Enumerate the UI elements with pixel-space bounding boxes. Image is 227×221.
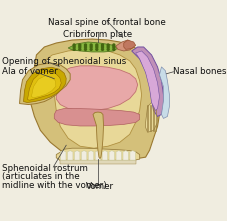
- Polygon shape: [115, 40, 133, 51]
- Polygon shape: [74, 151, 79, 160]
- Circle shape: [112, 46, 114, 48]
- Polygon shape: [30, 39, 159, 160]
- Circle shape: [101, 44, 103, 46]
- Polygon shape: [81, 151, 86, 160]
- Polygon shape: [116, 151, 121, 160]
- Text: (articulates in the: (articulates in the: [2, 173, 79, 181]
- Polygon shape: [23, 67, 66, 103]
- Text: Ala of vomer: Ala of vomer: [2, 67, 57, 76]
- Circle shape: [101, 48, 103, 50]
- Circle shape: [73, 46, 75, 48]
- Circle shape: [84, 48, 86, 50]
- Circle shape: [79, 44, 80, 46]
- Polygon shape: [95, 151, 100, 160]
- Text: Sphenoidal rostrum: Sphenoidal rostrum: [2, 164, 87, 173]
- Circle shape: [95, 44, 97, 46]
- Polygon shape: [68, 42, 117, 52]
- Circle shape: [84, 44, 86, 46]
- Circle shape: [90, 46, 92, 48]
- Circle shape: [95, 48, 97, 50]
- Circle shape: [73, 44, 75, 46]
- Text: Cribriform plate: Cribriform plate: [63, 30, 132, 39]
- Circle shape: [84, 46, 86, 48]
- Polygon shape: [109, 151, 114, 160]
- Polygon shape: [123, 40, 135, 49]
- Text: Nasal bones: Nasal bones: [173, 67, 226, 76]
- Polygon shape: [93, 112, 103, 158]
- Text: midline with the vomer): midline with the vomer): [2, 181, 106, 191]
- Polygon shape: [145, 103, 157, 132]
- Polygon shape: [44, 49, 141, 148]
- Polygon shape: [60, 151, 66, 160]
- Text: Opening of sphenoidal sinus: Opening of sphenoidal sinus: [2, 57, 125, 66]
- Circle shape: [95, 46, 97, 48]
- Polygon shape: [135, 51, 159, 110]
- Circle shape: [101, 46, 103, 48]
- Circle shape: [107, 46, 109, 48]
- Circle shape: [107, 48, 109, 50]
- Polygon shape: [27, 71, 61, 100]
- Circle shape: [107, 44, 109, 46]
- Polygon shape: [56, 148, 139, 162]
- Polygon shape: [20, 63, 70, 105]
- Circle shape: [112, 44, 114, 46]
- Circle shape: [112, 48, 114, 50]
- Polygon shape: [102, 151, 107, 160]
- Polygon shape: [88, 151, 93, 160]
- Circle shape: [79, 48, 80, 50]
- Polygon shape: [129, 151, 135, 160]
- Polygon shape: [122, 151, 128, 160]
- Polygon shape: [131, 47, 163, 116]
- Circle shape: [90, 44, 92, 46]
- Polygon shape: [159, 67, 169, 118]
- Circle shape: [90, 48, 92, 50]
- Polygon shape: [60, 160, 135, 164]
- Circle shape: [73, 48, 75, 50]
- Polygon shape: [54, 109, 139, 126]
- Polygon shape: [56, 66, 137, 110]
- Circle shape: [79, 46, 80, 48]
- Text: Nasal spine of frontal bone: Nasal spine of frontal bone: [48, 18, 165, 27]
- Polygon shape: [67, 151, 73, 160]
- Text: Vomer: Vomer: [86, 182, 114, 191]
- Polygon shape: [31, 76, 56, 98]
